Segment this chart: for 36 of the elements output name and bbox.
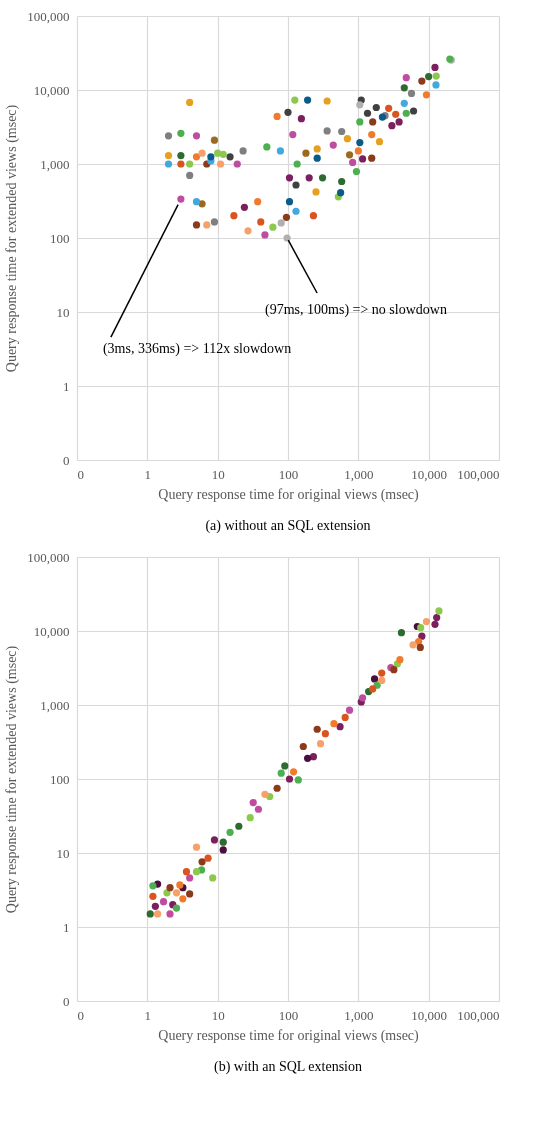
y-tick-label: 0	[63, 993, 70, 1009]
y-tick-label: 10,000	[33, 82, 70, 98]
y-tick-label: 1,000	[40, 697, 70, 713]
x-axis-title: Query response time for original views (msec)	[158, 1027, 420, 1044]
y-tick-label: 1	[63, 378, 70, 394]
y-tick-label: 100,000	[27, 8, 70, 24]
annotation: (97ms, 100ms) => no slowdown	[265, 302, 447, 318]
y-tick-label: 10	[56, 304, 70, 320]
x-tick-label: 100,000	[457, 466, 500, 482]
y-tick-label: 100	[50, 771, 70, 787]
x-tick-label: 10,000	[411, 1007, 448, 1023]
x-tick-label: 10	[211, 1007, 225, 1023]
annotation: (3ms, 336ms) => 112x slowdown	[102, 341, 292, 358]
y-tick-label: 100,000	[27, 549, 70, 565]
x-tick-label: 10	[211, 466, 225, 482]
x-tick-label: 1	[144, 466, 152, 482]
text: (a) without an SQL extension	[205, 518, 371, 534]
x-tick-label: 10,000	[411, 466, 448, 482]
y-tick-label: 100	[50, 230, 70, 246]
y-axis-title: Query response time for extended views (msec)	[4, 104, 21, 373]
y-tick-label: 1	[63, 919, 70, 935]
y-tick-label: 0	[63, 452, 70, 468]
x-tick-label: 1,000	[344, 466, 374, 482]
text: (b) with an SQL extension	[213, 1059, 363, 1075]
y-tick-label: 10	[56, 845, 70, 861]
x-tick-label: 1,000	[344, 1007, 374, 1023]
y-axis-title: Query response time for extended views (msec)	[4, 645, 21, 914]
x-tick-label: 0	[77, 1007, 84, 1023]
x-tick-label: 100,000	[457, 1007, 500, 1023]
y-tick-label: 10,000	[33, 623, 70, 639]
x-tick-label: 100	[278, 466, 299, 482]
y-tick-label: 1,000	[40, 156, 70, 172]
x-tick-label: 1	[144, 1007, 152, 1023]
x-tick-label: 100	[278, 1007, 299, 1023]
x-tick-label: 0	[77, 466, 84, 482]
x-axis-title: Query response time for original views (msec)	[158, 486, 420, 503]
